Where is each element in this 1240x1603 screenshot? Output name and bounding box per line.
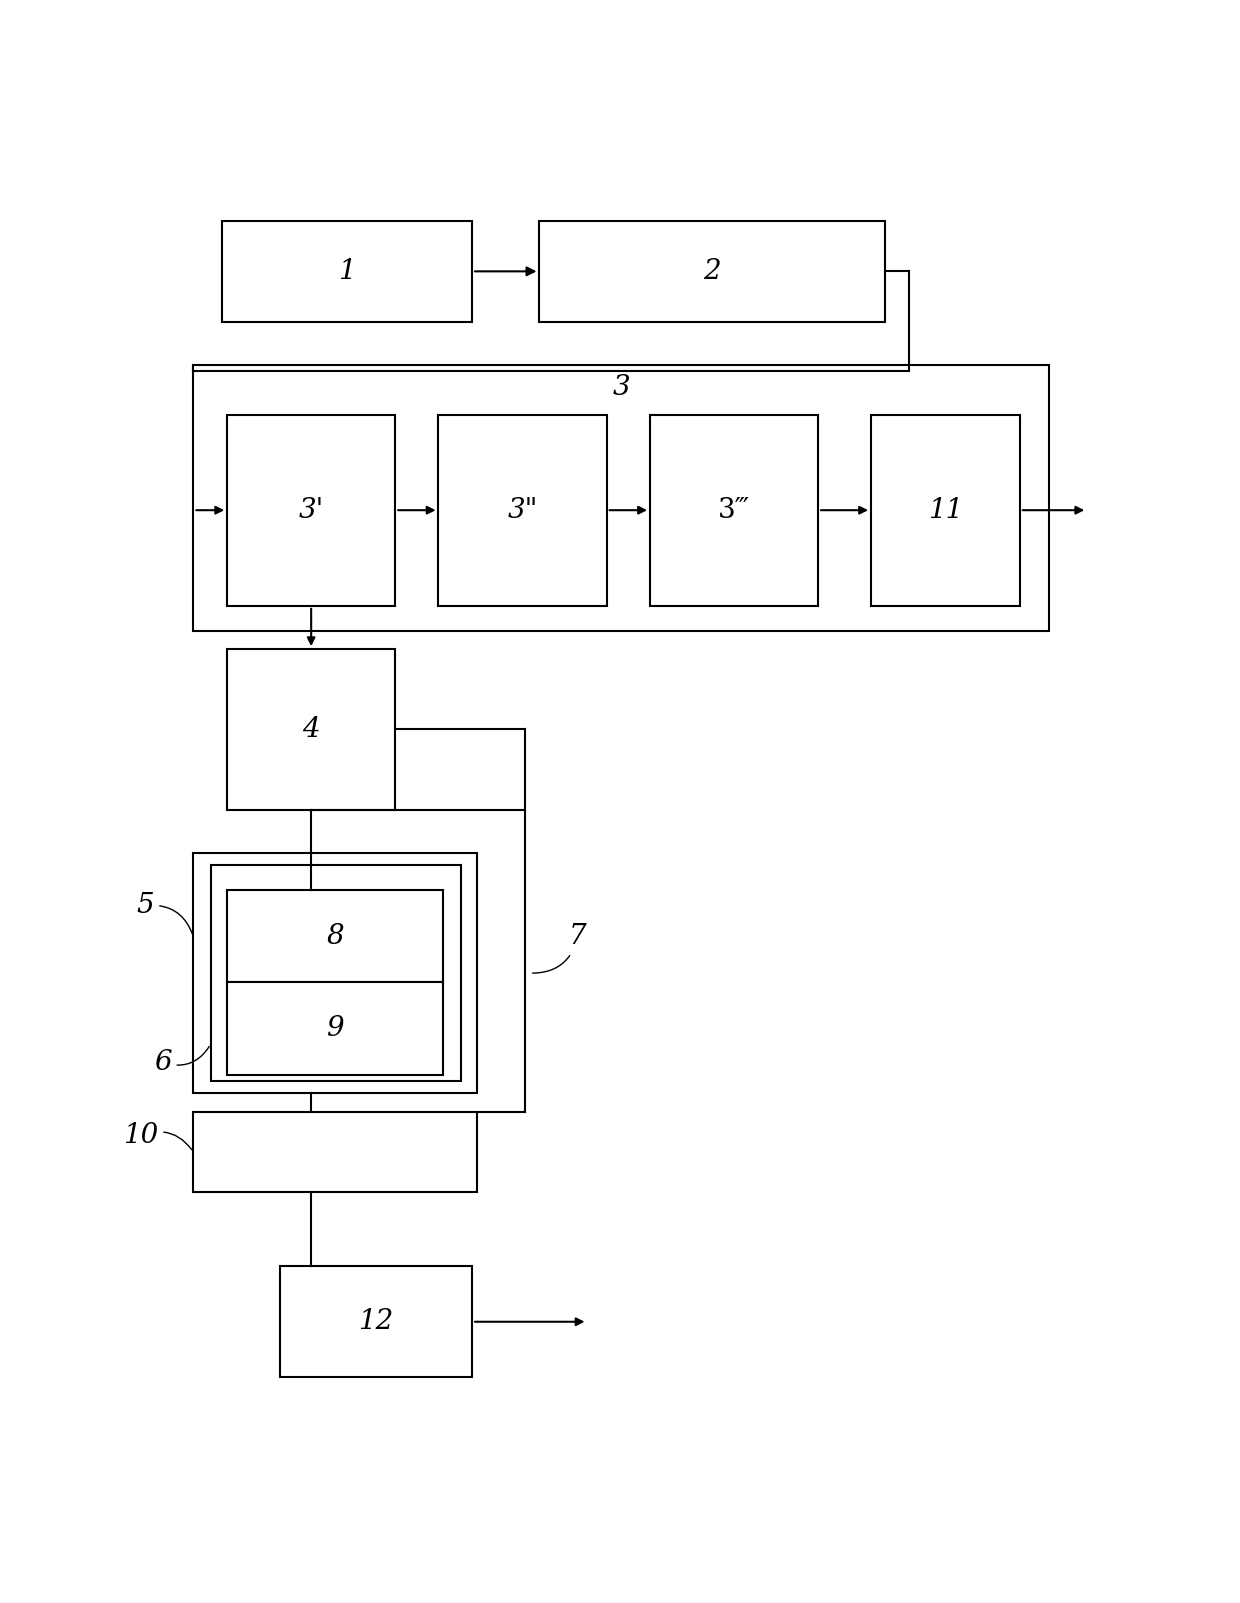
Bar <box>227 649 396 810</box>
Bar <box>193 365 1049 630</box>
Text: 4: 4 <box>303 717 320 742</box>
Text: 2: 2 <box>703 258 722 285</box>
Bar <box>439 415 606 606</box>
Bar <box>193 853 477 1093</box>
Bar <box>222 221 472 322</box>
Bar <box>280 1266 472 1377</box>
Text: 3‴: 3‴ <box>718 497 750 524</box>
Bar <box>227 415 396 606</box>
Bar <box>193 1112 477 1193</box>
Text: 12: 12 <box>358 1308 393 1335</box>
Bar <box>539 221 885 322</box>
Text: 5: 5 <box>136 893 192 935</box>
Text: 3": 3" <box>507 497 538 524</box>
Text: 7: 7 <box>532 923 587 973</box>
Bar <box>227 983 444 1076</box>
Bar <box>650 415 818 606</box>
Text: 3: 3 <box>613 373 630 401</box>
Text: 11: 11 <box>928 497 963 524</box>
Text: 6: 6 <box>154 1047 210 1076</box>
Text: 3': 3' <box>299 497 324 524</box>
Text: 8: 8 <box>326 923 343 949</box>
Bar <box>227 890 444 983</box>
Text: 10: 10 <box>123 1122 192 1149</box>
Text: 9: 9 <box>326 1015 343 1042</box>
Bar <box>211 866 460 1080</box>
Bar <box>870 415 1021 606</box>
Text: 1: 1 <box>339 258 356 285</box>
